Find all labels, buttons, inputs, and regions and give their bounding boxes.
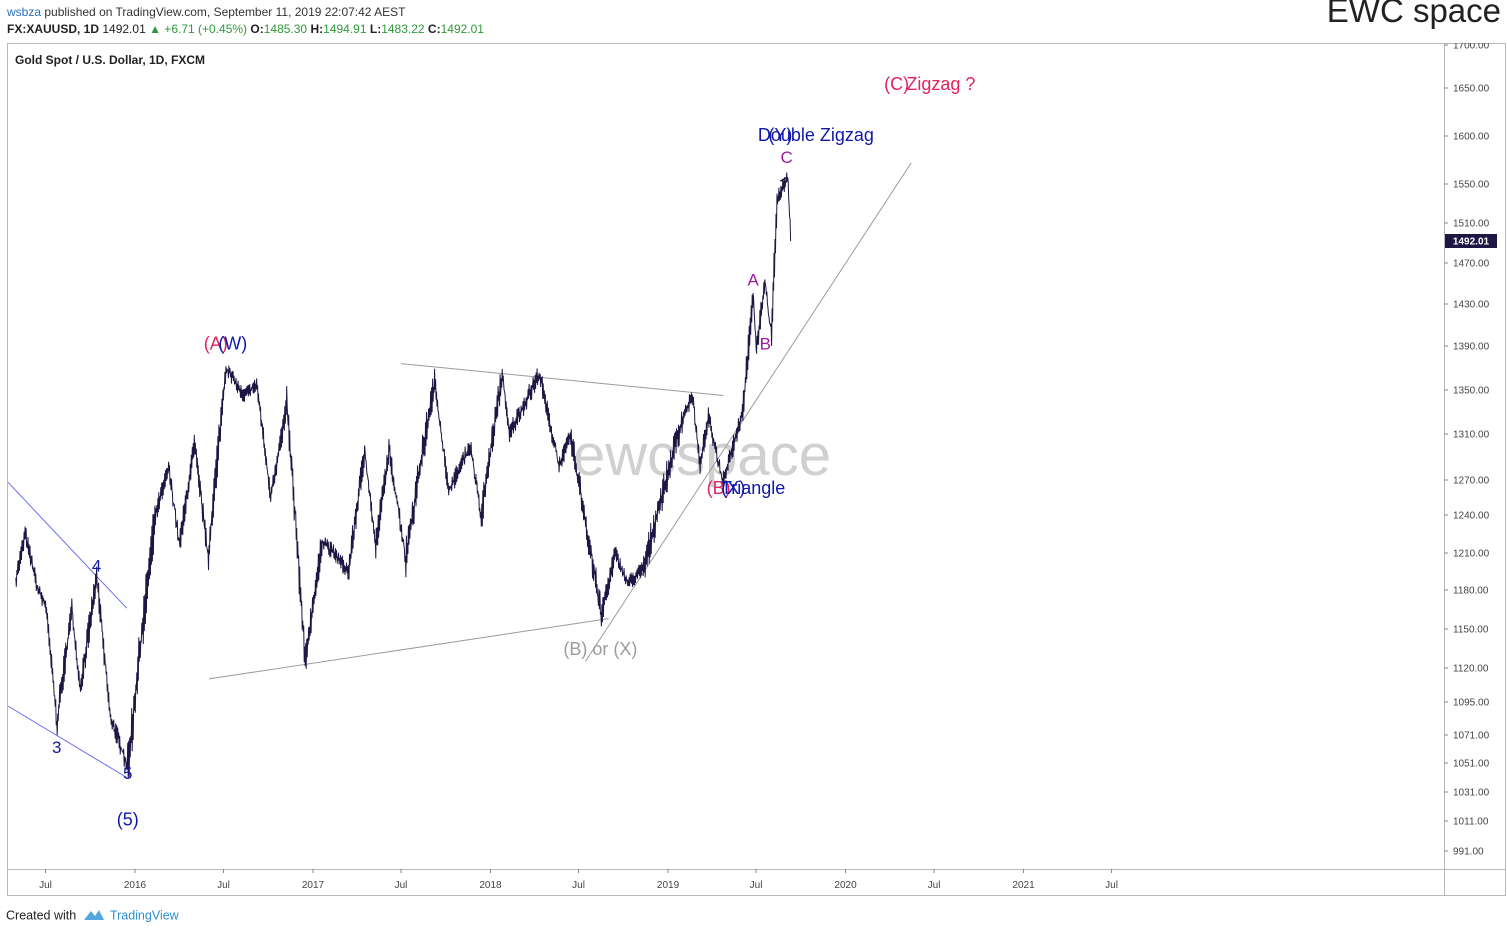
- y-tick-label: 1350.00: [1453, 386, 1490, 397]
- wave-label: B: [760, 334, 771, 353]
- y-tick-label: 1051.00: [1453, 759, 1490, 770]
- y-tick-label: 1550.00: [1453, 180, 1490, 191]
- last-price: 1492.01: [102, 22, 146, 36]
- x-tick-label: Jul: [217, 880, 230, 891]
- high-value: 1494.91: [323, 22, 367, 36]
- y-tick-label: 1270.00: [1453, 476, 1490, 487]
- y-tick-label: 1430.00: [1453, 300, 1490, 311]
- open-value: 1485.30: [263, 22, 308, 36]
- x-tick-label: 2020: [834, 880, 857, 891]
- wave-label: 5: [123, 764, 132, 783]
- x-tick-label: Jul: [1105, 880, 1118, 891]
- x-tick-label: Jul: [572, 880, 585, 891]
- trendline: [208, 618, 609, 680]
- y-tick-label: 1240.00: [1453, 511, 1490, 522]
- y-tick-label: 1180.00: [1453, 586, 1489, 597]
- y-tick-label: 1600.00: [1453, 132, 1490, 143]
- channel-line: [7, 481, 128, 609]
- y-tick-label: 1120.00: [1453, 664, 1489, 675]
- y-tick-label: 1095.00: [1453, 698, 1490, 709]
- close-value: 1492.01: [440, 22, 484, 36]
- wave-label: (W): [218, 333, 247, 353]
- wave-label: (B) or (X): [563, 639, 637, 659]
- y-tick-label: 1700.00: [1453, 43, 1490, 52]
- close-label: C:: [427, 22, 441, 36]
- low-value: 1483.22: [381, 22, 425, 36]
- x-tick-label: 2016: [124, 880, 147, 891]
- price-axis: 1700.00 1650.00 1600.00 1550.00 1510.00 1470.…: [1444, 41, 1490, 858]
- wave-label: (Y): [768, 125, 792, 145]
- tradingview-link[interactable]: TradingView: [109, 908, 179, 923]
- y-tick-label: 1310.00: [1453, 430, 1490, 441]
- y-tick-label: 1011.00: [1453, 817, 1489, 828]
- high-label: H:: [310, 22, 324, 36]
- x-tick-label: Jul: [395, 880, 408, 891]
- y-tick-label: 1650.00: [1453, 84, 1490, 95]
- price-change: ▲ +6.71 (+0.45%): [149, 22, 248, 36]
- wave-label: C: [781, 148, 793, 167]
- x-tick-label: Jul: [750, 880, 763, 891]
- y-tick-label: 1390.00: [1453, 342, 1490, 353]
- y-tick-label: 1150.00: [1453, 625, 1489, 636]
- wave-label: Double Zigzag: [758, 125, 874, 145]
- wave-label: (A): [204, 333, 228, 353]
- wave-label: A: [747, 271, 759, 290]
- created-with-label: Created with: [6, 908, 77, 923]
- wave-label: 3: [52, 738, 61, 757]
- y-tick-label: 1071.00: [1453, 731, 1490, 742]
- last-price-badge: 1492.01: [1445, 233, 1497, 248]
- y-tick-label: 1031.00: [1453, 788, 1490, 799]
- chart-svg[interactable]: Gold Spot / U.S. Dollar, 1D, FXCM ewcspa…: [7, 41, 1506, 896]
- wave-label: (C): [884, 74, 909, 94]
- ohlc-bar: FX:XAUUSD, 1D 1492.01 ▲ +6.71 (+0.45%) O…: [7, 22, 484, 36]
- wave-label: (B): [707, 478, 731, 498]
- y-tick-label: 1210.00: [1453, 549, 1490, 560]
- wave-label: (5): [117, 810, 139, 830]
- x-tick-label: 2018: [479, 880, 502, 891]
- last-price-badge-text: 1492.01: [1453, 236, 1490, 247]
- time-axis: Jul 2016 Jul 2017 Jul 2018 Jul 2019 Jul 2020 Jul 20…: [39, 869, 1118, 891]
- y-tick-label: 1510.00: [1453, 219, 1490, 230]
- publish-date-text: published on TradingView.com, September …: [44, 5, 406, 19]
- y-tick-label: 991.00: [1453, 847, 1484, 858]
- y-tick-label: 1470.00: [1453, 259, 1490, 270]
- x-tick-label: Jul: [928, 880, 941, 891]
- price-series: [15, 172, 792, 779]
- open-label: O:: [250, 22, 264, 36]
- wave-labels: 4 3 5 (5) (A)(W) (B) or (X) (B)(X)Triangle A B C (…: [52, 74, 975, 830]
- chart-title: Gold Spot / U.S. Dollar, 1D, FXCM: [15, 53, 205, 67]
- wave-label: 4: [92, 557, 101, 576]
- low-label: L:: [369, 22, 382, 36]
- wave-label: Triangle: [721, 478, 785, 498]
- publish-info: wsbza published on TradingView.com, Sept…: [7, 5, 406, 19]
- channel-line: [7, 705, 127, 778]
- trendline: [584, 162, 912, 662]
- footer: Created with TradingView: [6, 908, 179, 924]
- x-tick-label: 2017: [302, 880, 325, 891]
- trendline: [400, 363, 724, 396]
- wave-label: Zigzag ?: [906, 74, 975, 94]
- chart-area[interactable]: Gold Spot / U.S. Dollar, 1D, FXCM ewcspa…: [7, 41, 1506, 896]
- x-tick-label: 2019: [657, 880, 680, 891]
- tradingview-logo-icon: [83, 908, 105, 924]
- x-tick-label: 2021: [1012, 880, 1035, 891]
- wave-label: (X): [721, 478, 745, 498]
- chart-border: [7, 43, 1506, 896]
- author-link[interactable]: wsbza: [7, 5, 42, 19]
- channel-lines: [7, 481, 128, 778]
- brand-title: EWC space: [1326, 0, 1501, 29]
- symbol-label: FX:XAUUSD, 1D: [7, 22, 100, 36]
- x-tick-label: Jul: [39, 880, 52, 891]
